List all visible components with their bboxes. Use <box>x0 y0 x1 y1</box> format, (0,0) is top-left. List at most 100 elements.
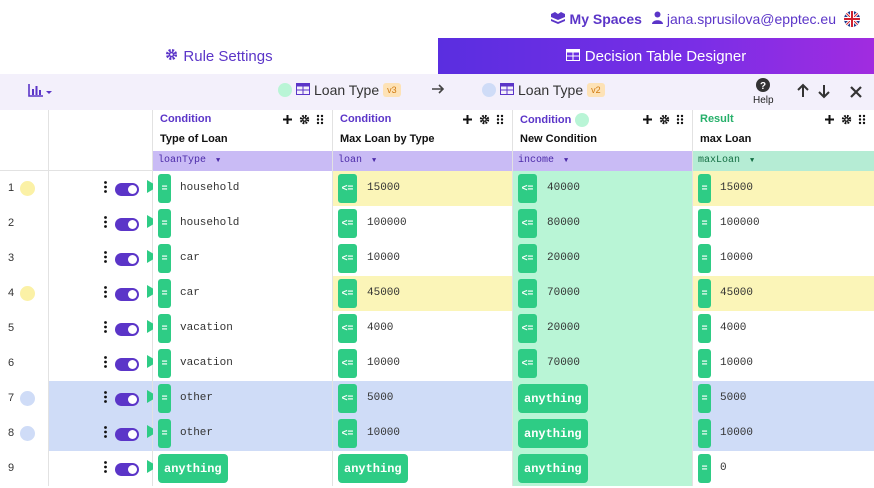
play-icon[interactable] <box>147 460 158 478</box>
operator-badge: <= <box>518 314 537 343</box>
play-icon[interactable] <box>147 425 158 443</box>
operator-badge: = <box>158 279 171 308</box>
from-version[interactable]: Loan Type v3 <box>278 82 401 98</box>
table-cell-loan[interactable]: <= 5000 <box>333 381 513 416</box>
row-menu-icon[interactable] <box>104 355 107 373</box>
drag-handle-icon[interactable] <box>676 112 684 130</box>
table-cell-max[interactable]: = 5000 <box>693 381 874 416</box>
cell-value: 0 <box>720 462 727 474</box>
table-cell-loan[interactable]: <= 10000 <box>333 416 513 451</box>
row-enable-toggle[interactable] <box>115 182 139 196</box>
table-cell-type[interactable]: = other <box>153 416 333 451</box>
row-menu-icon[interactable] <box>104 390 107 408</box>
row-menu-icon[interactable] <box>104 285 107 303</box>
table-cell-type[interactable]: = car <box>153 241 333 276</box>
play-icon[interactable] <box>147 390 158 408</box>
table-cell-type[interactable]: anything <box>153 451 333 486</box>
row-enable-toggle[interactable] <box>115 357 139 371</box>
table-cell-type[interactable]: = vacation <box>153 346 333 381</box>
table-cell-loan[interactable]: <= 100000 <box>333 206 513 241</box>
table-cell-income[interactable]: anything <box>513 381 693 416</box>
user-menu[interactable]: jana.sprusilova@epptec.eu <box>651 11 836 27</box>
row-menu-icon[interactable] <box>104 250 107 268</box>
my-spaces-link[interactable]: My Spaces <box>550 11 642 27</box>
table-cell-type[interactable]: = other <box>153 381 333 416</box>
table-cell-type[interactable]: = household <box>153 171 333 206</box>
row-enable-toggle[interactable] <box>115 462 139 476</box>
row-enable-toggle[interactable] <box>115 427 139 441</box>
arrow-up-icon[interactable] <box>796 83 810 104</box>
gear-icon[interactable] <box>659 112 670 130</box>
table-cell-income[interactable]: <= 70000 <box>513 276 693 311</box>
tab-decision-table-designer[interactable]: Decision Table Designer <box>438 38 874 74</box>
row-menu-icon[interactable] <box>104 320 107 338</box>
uk-flag-icon[interactable] <box>844 11 860 27</box>
row-menu-icon[interactable] <box>104 460 107 478</box>
row-menu-icon[interactable] <box>104 180 107 198</box>
tab-rule-settings[interactable]: Rule Settings <box>0 38 438 74</box>
table-cell-max[interactable]: = 100000 <box>693 206 874 241</box>
plus-icon[interactable] <box>824 112 835 130</box>
chart-menu-button[interactable] <box>28 83 54 102</box>
column-variable-select[interactable]: maxLoan ▼ <box>693 151 874 171</box>
row-enable-toggle[interactable] <box>115 217 139 231</box>
cell-value: household <box>180 217 240 229</box>
column-variable-select[interactable]: income ▼ <box>513 151 692 171</box>
help-button[interactable]: ? Help <box>753 78 774 106</box>
table-cell-income[interactable]: <= 20000 <box>513 241 693 276</box>
table-cell-type[interactable]: = household <box>153 206 333 241</box>
drag-handle-icon[interactable] <box>316 112 324 130</box>
play-icon[interactable] <box>147 215 158 233</box>
table-cell-max[interactable]: = 10000 <box>693 416 874 451</box>
play-icon[interactable] <box>147 250 158 268</box>
gear-icon[interactable] <box>841 112 852 130</box>
gear-icon[interactable] <box>479 112 490 130</box>
cell-value: other <box>180 427 214 439</box>
close-icon[interactable] <box>850 85 862 103</box>
caret-down-icon: ▼ <box>750 157 755 165</box>
drag-handle-icon[interactable] <box>496 112 504 130</box>
arrow-down-icon[interactable] <box>817 83 831 104</box>
play-icon[interactable] <box>147 355 158 373</box>
table-cell-max[interactable]: = 45000 <box>693 276 874 311</box>
row-enable-toggle[interactable] <box>115 322 139 336</box>
table-cell-loan[interactable]: <= 15000 <box>333 171 513 206</box>
table-cell-loan[interactable]: <= 10000 <box>333 241 513 276</box>
cell-value: 100000 <box>720 217 760 229</box>
row-enable-toggle[interactable] <box>115 287 139 301</box>
column-variable-select[interactable]: loan ▼ <box>333 151 512 171</box>
table-cell-loan[interactable]: <= 10000 <box>333 346 513 381</box>
table-cell-max[interactable]: = 0 <box>693 451 874 486</box>
row-menu-icon[interactable] <box>104 425 107 443</box>
table-cell-income[interactable]: <= 20000 <box>513 311 693 346</box>
table-cell-income[interactable]: anything <box>513 451 693 486</box>
table-cell-income[interactable]: anything <box>513 416 693 451</box>
table-cell-max[interactable]: = 15000 <box>693 171 874 206</box>
column-variable-select[interactable]: loanType ▼ <box>153 151 332 171</box>
table-cell-max[interactable]: = 10000 <box>693 241 874 276</box>
table-cell-max[interactable]: = 10000 <box>693 346 874 381</box>
table-cell-income[interactable]: <= 70000 <box>513 346 693 381</box>
row-menu-icon[interactable] <box>104 215 107 233</box>
play-icon[interactable] <box>147 285 158 303</box>
row-enable-toggle[interactable] <box>115 392 139 406</box>
variable-name: income <box>518 155 555 166</box>
table-cell-type[interactable]: = vacation <box>153 311 333 346</box>
table-cell-loan[interactable]: anything <box>333 451 513 486</box>
operator-badge: <= <box>338 314 357 343</box>
to-version[interactable]: Loan Type v2 <box>482 82 605 98</box>
gear-icon[interactable] <box>299 112 310 130</box>
drag-handle-icon[interactable] <box>858 112 866 130</box>
plus-icon[interactable] <box>282 112 293 130</box>
row-enable-toggle[interactable] <box>115 252 139 266</box>
table-cell-max[interactable]: = 4000 <box>693 311 874 346</box>
table-cell-income[interactable]: <= 40000 <box>513 171 693 206</box>
table-cell-loan[interactable]: <= 4000 <box>333 311 513 346</box>
plus-icon[interactable] <box>642 112 653 130</box>
play-icon[interactable] <box>147 320 158 338</box>
plus-icon[interactable] <box>462 112 473 130</box>
table-cell-income[interactable]: <= 80000 <box>513 206 693 241</box>
table-cell-type[interactable]: = car <box>153 276 333 311</box>
table-cell-loan[interactable]: <= 45000 <box>333 276 513 311</box>
play-icon[interactable] <box>147 180 158 198</box>
